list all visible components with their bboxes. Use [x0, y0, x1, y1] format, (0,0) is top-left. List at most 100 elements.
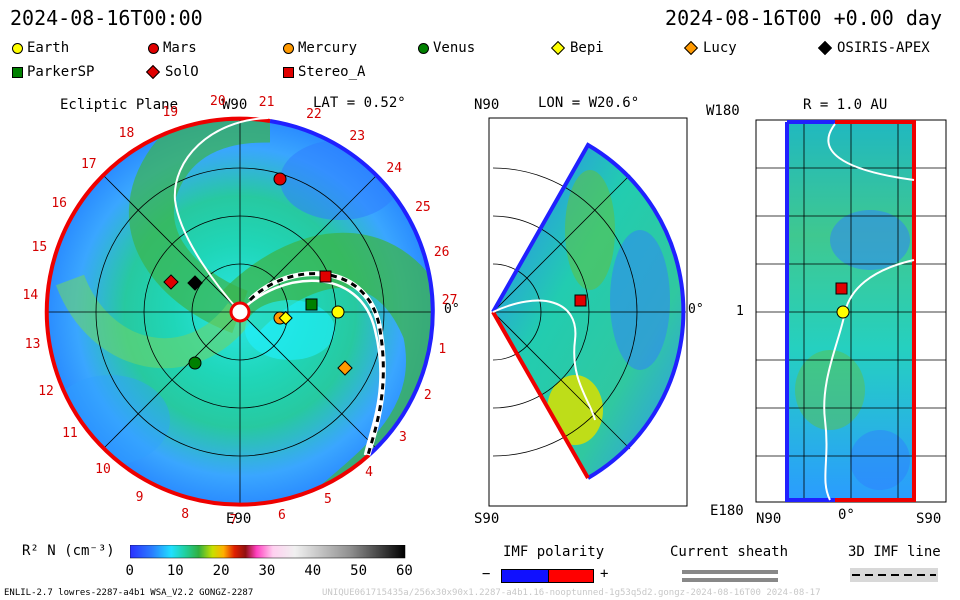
carrington-tick-label: 22 — [306, 106, 322, 122]
carrington-tick-label: 24 — [386, 160, 403, 176]
legend-item-bepi: Bepi — [550, 40, 604, 56]
legend-item-mercury: Mercury — [283, 40, 357, 56]
carrington-tick-label: 8 — [181, 506, 190, 522]
radial-n90-label: N90 — [756, 511, 782, 527]
imf-plus-label: + — [600, 566, 609, 582]
carrington-tick-label: 11 — [62, 426, 78, 442]
legend-item-parkersp: ParkerSP — [12, 64, 94, 80]
density-colorbar — [130, 545, 406, 559]
bepi-marker-icon — [550, 40, 566, 56]
colorbar-label: R² N (cm⁻³) — [22, 543, 115, 559]
parkersp-marker-icon — [12, 66, 23, 78]
legend-item-osiris-apex: OSIRIS-APEX — [817, 40, 930, 56]
ecliptic-lucy-marker — [337, 360, 353, 376]
ecliptic-parkersp-marker — [305, 298, 318, 311]
ecliptic-plane-title: Ecliptic Plane — [60, 97, 179, 113]
carrington-tick-label: 6 — [278, 507, 286, 523]
radial-imf-negative-edge — [785, 122, 835, 502]
ecliptic-venus-marker — [188, 356, 202, 370]
carrington-tick-label: 21 — [258, 94, 275, 110]
colorbar-tick-label: 50 — [350, 563, 368, 579]
legend-item-lucy: Lucy — [683, 40, 737, 56]
ecliptic-mars-marker — [273, 172, 287, 186]
solo-marker-icon — [145, 64, 161, 80]
legend-item-solo: SolO — [145, 64, 199, 80]
current-sheath-swatch — [682, 570, 778, 574]
radial-imf-positive-edge — [835, 120, 916, 502]
radial-one-label: 1 — [736, 304, 744, 319]
carrington-tick-label: 26 — [433, 245, 450, 261]
ecliptic-w90-label: W90 — [222, 97, 248, 113]
carrington-tick-label: 13 — [24, 337, 41, 353]
carrington-tick-label: 18 — [118, 126, 135, 142]
osiris-apex-marker-icon — [817, 40, 833, 56]
carrington-tick-label: 16 — [51, 195, 68, 211]
ecliptic-bepi-marker — [278, 310, 293, 326]
carrington-tick-label: 3 — [398, 430, 407, 446]
radial-earth-marker — [836, 305, 850, 319]
current-sheath-swatch-2 — [682, 578, 778, 582]
ecliptic-e90-label: E90 — [226, 511, 252, 527]
carrington-tick-label: 19 — [162, 104, 179, 120]
mars-marker-icon — [148, 42, 159, 54]
carrington-tick-label: 7 — [229, 512, 238, 528]
footer-model-info: ENLIL-2.7 lowres-2287-a4b1 WSA_V2.2 GONG… — [4, 588, 254, 598]
radial-zero-label: 0° — [838, 507, 855, 523]
header-datetime: 2024-08-16T00:00 — [10, 6, 203, 30]
radial-s90-label: S90 — [916, 511, 942, 527]
ecliptic-plane-plot — [44, 116, 435, 507]
radial-stereo-a-marker — [835, 282, 848, 295]
mercury-marker-icon — [283, 42, 294, 54]
meridional-imf-negative-edge — [491, 142, 686, 480]
colorbar-tick-label: 40 — [304, 563, 322, 579]
carrington-tick-label: 27 — [441, 293, 458, 309]
venus-marker-icon — [418, 42, 429, 54]
radial-e180-label: E180 — [710, 503, 744, 519]
carrington-tick-label: 2 — [423, 388, 432, 404]
meridional-current-sheath — [492, 299, 596, 421]
legend-item-stereo-a: Stereo_A — [283, 64, 365, 80]
carrington-tick-label: 23 — [349, 128, 366, 144]
earth-marker-icon — [12, 42, 23, 54]
radial-current-sheath — [823, 123, 915, 501]
ecliptic-zero-label: 0° — [444, 302, 460, 317]
carrington-tick-label: 9 — [135, 489, 144, 505]
legend-item-venus: Venus — [418, 40, 475, 56]
carrington-tick-label: 25 — [415, 200, 431, 216]
carrington-tick-label: 20 — [210, 94, 226, 110]
colorbar-tick-label: 20 — [212, 563, 230, 579]
meridional-stereo-a-marker — [574, 294, 587, 307]
legend-item-mars: Mars — [148, 40, 197, 56]
carrington-tick-label: 14 — [22, 288, 39, 304]
imf-polarity-label: IMF polarity — [503, 544, 605, 560]
carrington-tick-label: 5 — [324, 491, 332, 507]
colorbar-tick-label: 30 — [258, 563, 276, 579]
imf-negative-swatch — [501, 569, 549, 583]
imf-minus-label: − — [482, 566, 491, 582]
ecliptic-current-sheath — [173, 117, 269, 313]
colorbar-tick-label: 0 — [125, 563, 134, 579]
carrington-tick-label: 10 — [95, 462, 111, 478]
radial-distance-label: R = 1.0 AU — [803, 97, 888, 113]
carrington-tick-label: 15 — [31, 240, 48, 256]
legend-item-earth: Earth — [12, 40, 69, 56]
ecliptic-stereo-a-marker — [319, 270, 332, 283]
colorbar-tick-label: 10 — [166, 563, 184, 579]
meridional-imf-positive-edge — [491, 311, 590, 479]
ecliptic-lat-label: LAT = 0.52° — [313, 95, 406, 111]
header-elapsed: 2024-08-16T00 +0.00 day — [665, 6, 942, 30]
carrington-tick-label: 1 — [438, 341, 447, 357]
radial-w180-label: W180 — [706, 103, 740, 119]
footer-run-id: UNIQUE061715435a/256x30x90x1.2287-a4b1.1… — [322, 588, 821, 598]
imf-3d-line-label: 3D IMF line — [848, 544, 941, 560]
carrington-tick-label: 17 — [80, 157, 97, 173]
meridional-plane-plot — [488, 117, 688, 507]
ecliptic-osiris-apex-marker — [187, 275, 203, 291]
ecliptic-imf-positive-arc — [44, 116, 371, 507]
meridional-zero-label: 0° — [688, 302, 704, 317]
sun-icon — [229, 301, 251, 323]
carrington-tick-label: 12 — [38, 383, 54, 399]
meridional-n90-label: N90 — [474, 97, 500, 113]
imf-3d-line-swatch — [850, 568, 938, 582]
stereo-a-marker-icon — [283, 66, 294, 78]
